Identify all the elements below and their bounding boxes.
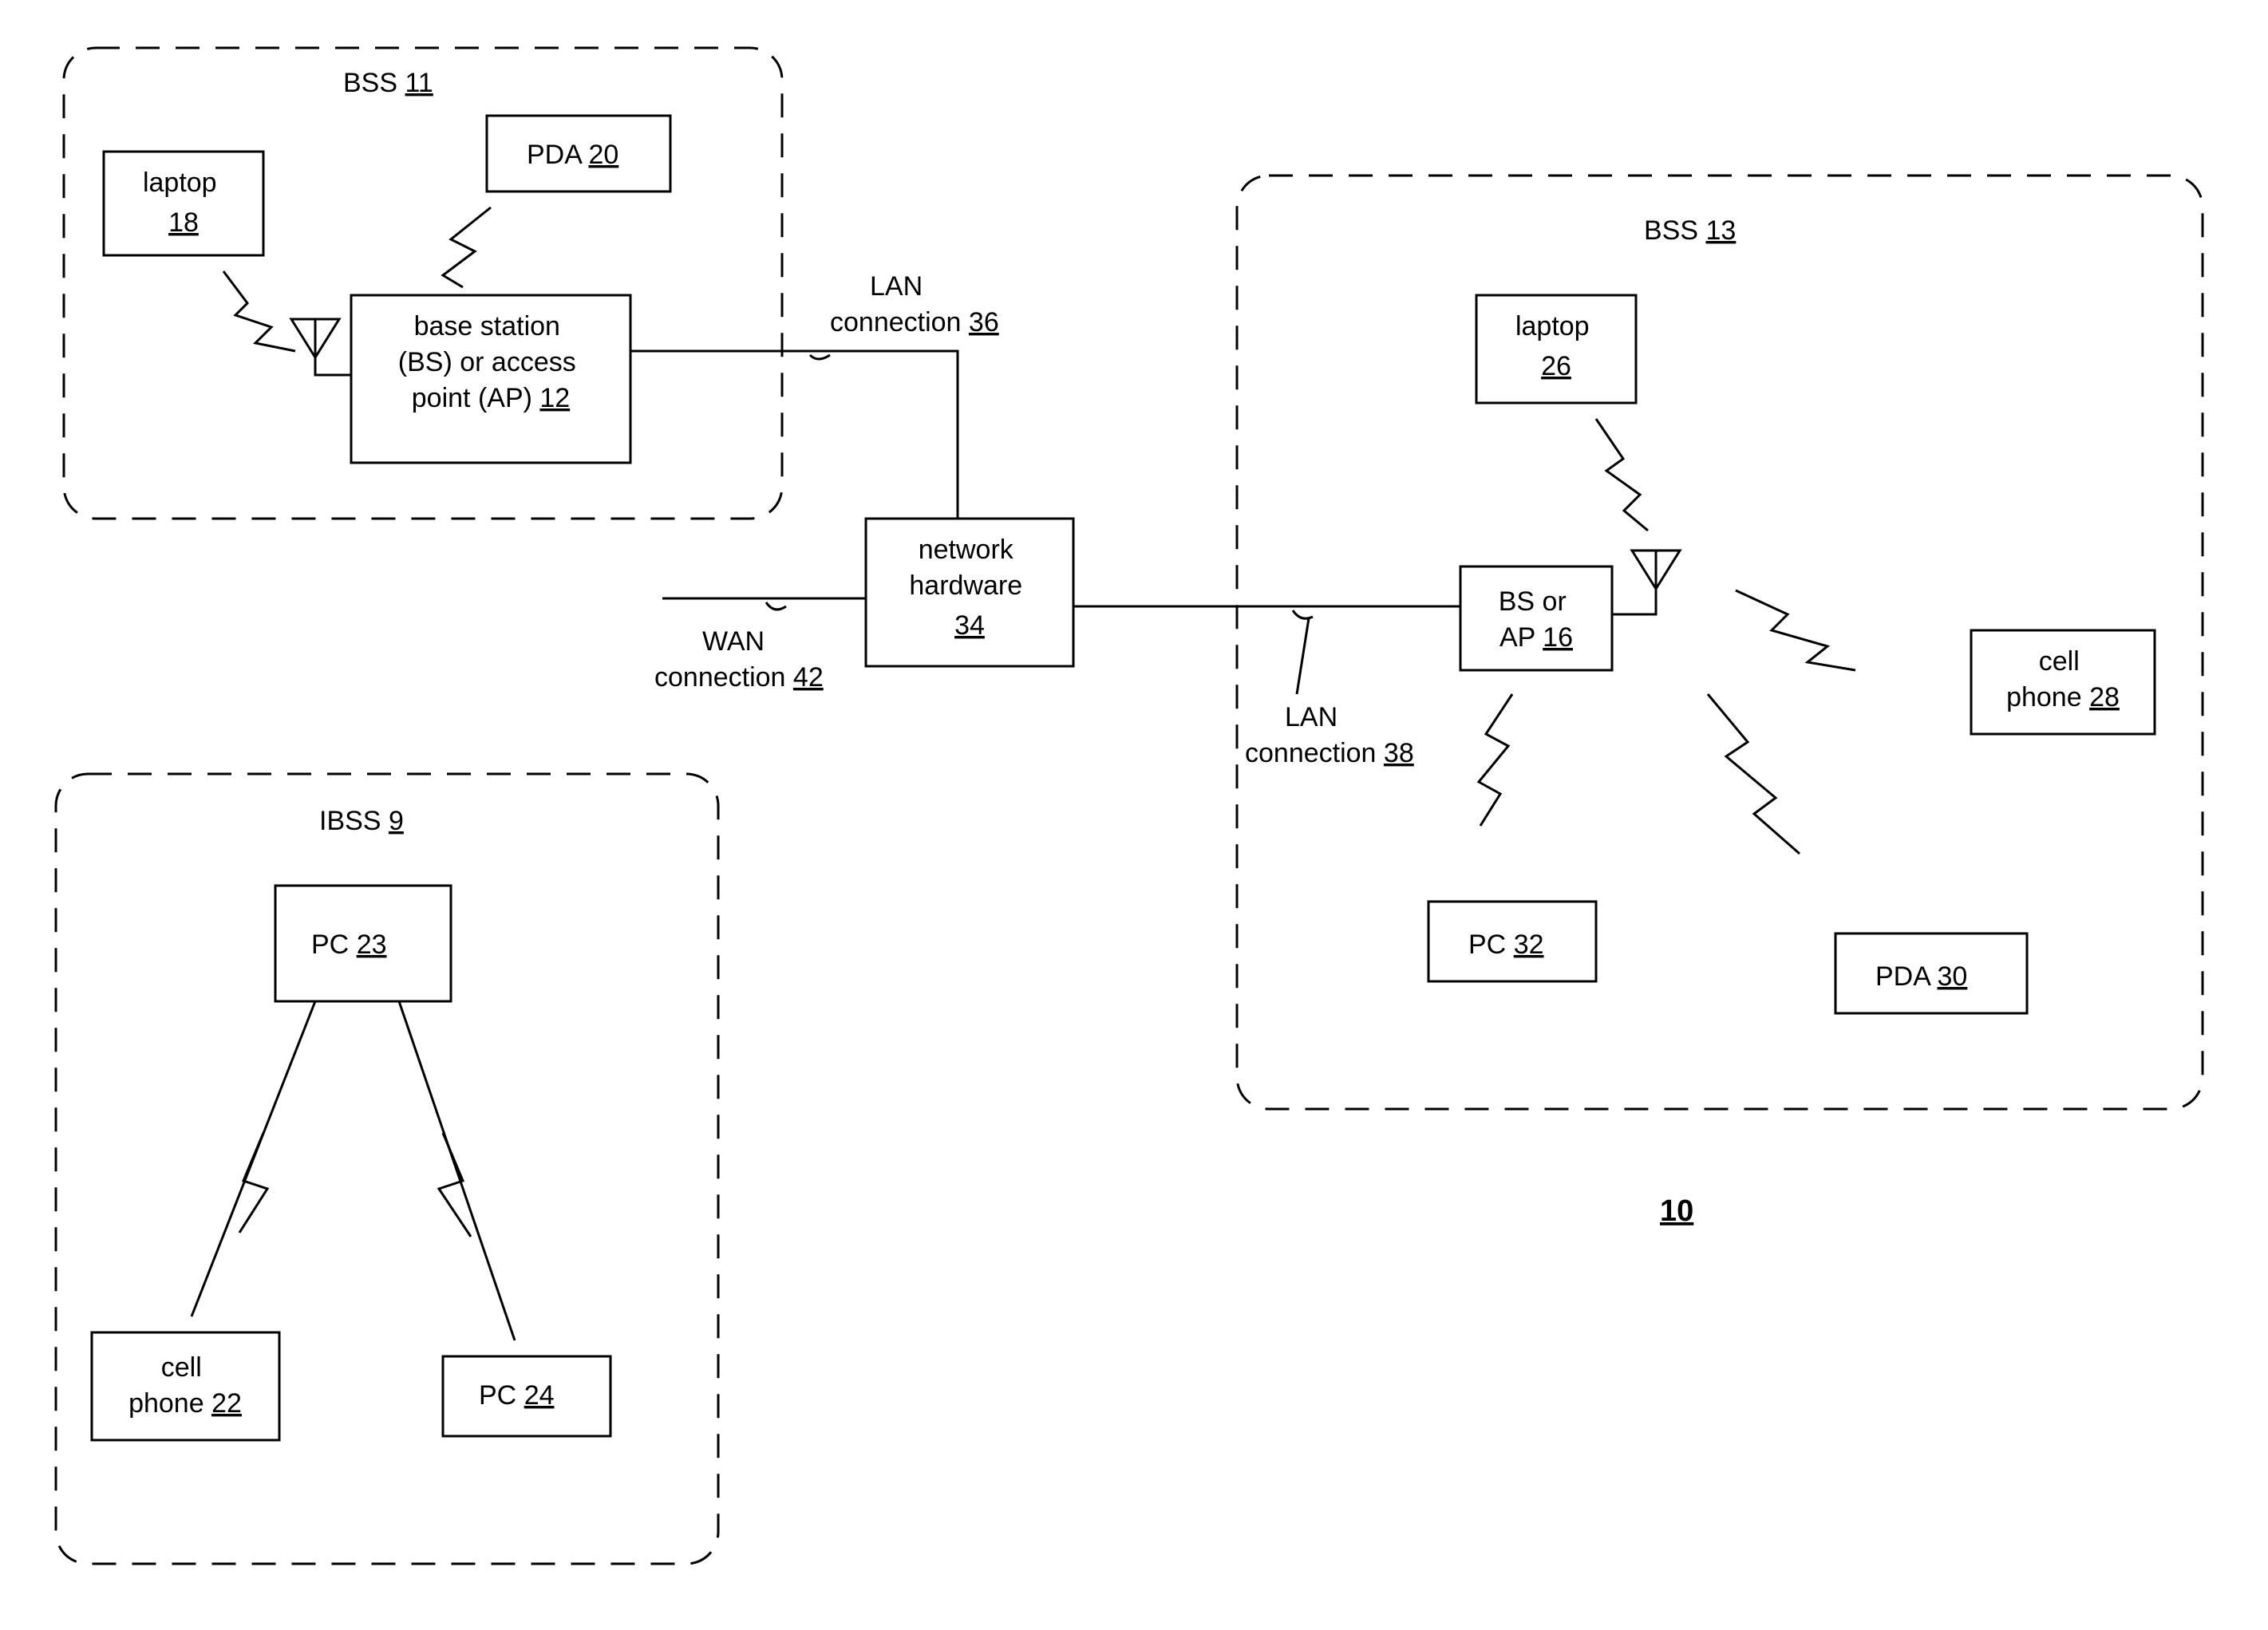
pc23-label: PC 23	[311, 929, 387, 960]
zigzag-pda20-ap12	[443, 207, 491, 287]
wan42-label: WAN connection 42	[654, 626, 824, 693]
lan38-leader	[1297, 618, 1309, 694]
zigzag-laptop18-ap12	[223, 271, 295, 351]
pda30-label: PDA 30	[1875, 961, 1967, 992]
pda20-label: PDA 20	[527, 140, 618, 170]
bss13-title: BSS 13	[1644, 215, 1736, 246]
ap12-antenna-icon	[291, 319, 351, 375]
zigzag-pc23-pc24	[439, 1133, 471, 1237]
cell22-box	[92, 1332, 279, 1440]
lan36-line	[630, 351, 958, 519]
zigzag-ap16-cell28	[1736, 590, 1855, 670]
network-diagram: BSS 11 laptop 18 PDA 20 base station (BS…	[0, 0, 2268, 1630]
zigzag-laptop26-ap16	[1596, 419, 1648, 531]
pc24-label: PC 24	[479, 1380, 555, 1411]
lan36-tick	[810, 355, 830, 359]
pc32-label: PC 32	[1468, 929, 1544, 960]
zigzag-ap16-pc32	[1479, 694, 1512, 826]
zigzag-ap16-pda30	[1708, 694, 1800, 854]
line-pc23-pc24	[399, 1001, 515, 1340]
lan38-label: LAN connection 38	[1245, 702, 1414, 768]
ap16-box	[1460, 566, 1612, 670]
ibss9-title: IBSS 9	[319, 806, 404, 836]
ap12-label: base station (BS) or access point (AP) 1…	[398, 311, 583, 413]
bss11-title: BSS 11	[343, 68, 433, 98]
lan36-label: LAN connection 36	[830, 271, 999, 337]
ap16-antenna-icon	[1612, 551, 1680, 614]
lan38-tick	[1293, 610, 1313, 618]
wan42-tick	[766, 602, 786, 610]
figure-label: 10	[1660, 1194, 1693, 1228]
